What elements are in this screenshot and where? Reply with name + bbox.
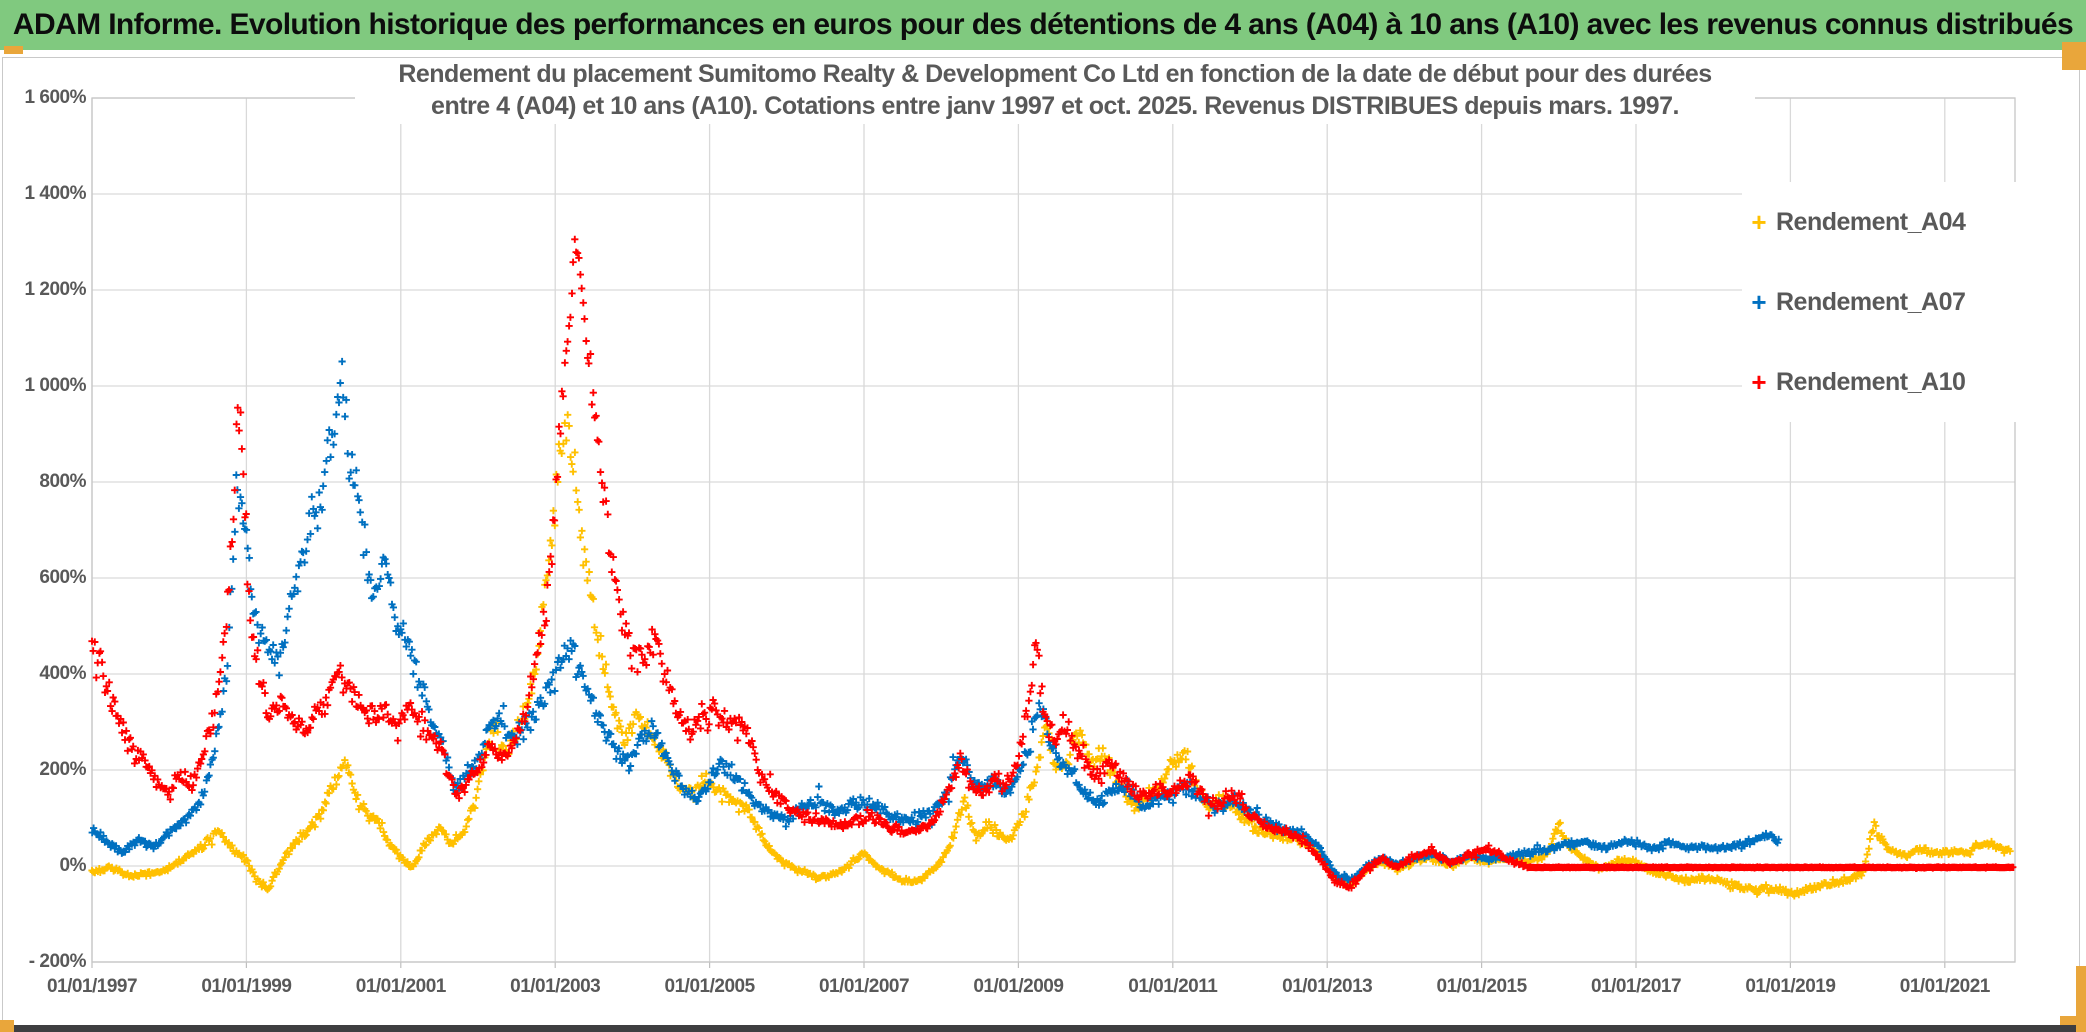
accent-bottom-right-horizontal — [2060, 1016, 2086, 1025]
report-header-title: ADAM Informe. Evolution historique des p… — [12, 8, 2074, 41]
legend-label: Rendement_A04 — [1776, 207, 1966, 236]
legend-item-Rendement_A10[interactable]: + Rendement_A10 — [1742, 342, 2022, 422]
x-axis-label[interactable]: 01/01/2011 — [1128, 976, 1218, 997]
y-axis-label[interactable]: 400% — [39, 663, 86, 684]
x-axis-label[interactable]: 01/01/2003 — [510, 976, 601, 997]
series-Rendement_A10-points[interactable] — [88, 235, 2017, 892]
y-axis-label[interactable]: - 200% — [28, 951, 87, 972]
x-axis-label[interactable]: 01/01/1999 — [201, 976, 292, 997]
legend-item-Rendement_A04[interactable]: + Rendement_A04 — [1742, 182, 2022, 262]
x-axis-label[interactable]: 01/01/2019 — [1745, 976, 1836, 997]
plus-marker-icon: + — [1751, 207, 1767, 237]
x-axis-label[interactable]: 01/01/2017 — [1590, 976, 1682, 997]
y-axis-label[interactable]: 200% — [39, 759, 86, 780]
chart-title[interactable]: Rendement du placement Sumitomo Realty &… — [355, 58, 1755, 124]
x-axis-label[interactable]: 01/01/2013 — [1282, 976, 1373, 997]
x-axis-label[interactable]: 01/01/2009 — [973, 976, 1064, 997]
plus-marker-icon: + — [1751, 287, 1767, 317]
x-axis-label[interactable]: 01/01/2007 — [818, 976, 910, 997]
y-axis-label[interactable]: 1 600% — [24, 87, 87, 108]
plus-marker-icon: + — [1751, 367, 1767, 397]
legend-label: Rendement_A07 — [1776, 287, 1966, 316]
y-axis-label[interactable]: 1 200% — [24, 279, 87, 300]
x-axis-label[interactable]: 01/01/2015 — [1436, 976, 1528, 997]
chart-title-line1: Rendement du placement Sumitomo Realty &… — [398, 60, 1712, 88]
chart-title-line2: entre 4 (A04) et 10 ans (A10). Cotations… — [431, 92, 1679, 120]
y-axis-label[interactable]: 1 000% — [24, 375, 87, 396]
y-axis-label[interactable]: 600% — [39, 567, 86, 588]
series-Rendement_A04-points[interactable] — [88, 411, 2014, 900]
report-header-bar: ADAM Informe. Evolution historique des p… — [0, 0, 2086, 50]
legend[interactable]: + Rendement_A04 + Rendement_A07 + Rendement_A… — [1742, 182, 2022, 422]
accent-top-left — [4, 46, 23, 54]
y-axis-label[interactable]: 0% — [59, 855, 87, 876]
y-axis-label[interactable]: 1 400% — [24, 183, 87, 204]
legend-item-Rendement_A07[interactable]: + Rendement_A07 — [1742, 262, 2022, 342]
window-bottom-edge — [0, 1025, 2086, 1032]
x-axis-label[interactable]: 01/01/2001 — [355, 976, 447, 997]
x-axis-label[interactable]: 01/01/2005 — [664, 976, 756, 997]
y-axis-label[interactable]: 800% — [39, 471, 86, 492]
series-Rendement_A07-points[interactable] — [88, 357, 1783, 885]
x-axis-label[interactable]: 01/01/1997 — [46, 976, 138, 997]
x-axis-label[interactable]: 01/01/2021 — [1899, 976, 1991, 997]
accent-bottom-right-vertical — [2076, 966, 2086, 1032]
accent-top-right — [2062, 42, 2086, 70]
accent-bottom-left — [0, 1020, 14, 1032]
legend-label: Rendement_A10 — [1776, 367, 1966, 396]
